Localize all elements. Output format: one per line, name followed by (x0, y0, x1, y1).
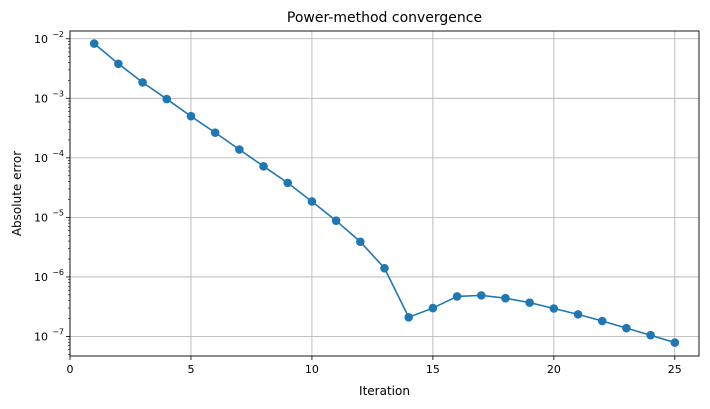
series-marker (331, 216, 341, 225)
chart-title: Power-method convergence (287, 10, 482, 26)
y-tick-label: 10 −2 (34, 30, 64, 46)
series-marker (186, 111, 196, 121)
series-marker (525, 298, 534, 307)
series-marker (356, 237, 365, 247)
y-axis-label: Absolute error (10, 151, 24, 236)
series-marker (307, 197, 317, 206)
series-marker (404, 312, 413, 322)
series-marker (573, 310, 583, 319)
series-marker (283, 178, 293, 188)
series-line (93, 42, 676, 344)
series-marker (428, 303, 438, 313)
axis-ticks (66, 38, 676, 360)
series-marker (259, 162, 268, 171)
series-marker (89, 39, 99, 48)
series-marker (549, 304, 559, 313)
plot-frame (69, 30, 700, 357)
series-marker (597, 316, 607, 326)
series-marker (646, 330, 655, 340)
series-marker (210, 128, 220, 137)
series-markers (89, 39, 680, 347)
grid-lines (69, 31, 699, 356)
x-tick-label: 25 (668, 363, 682, 376)
x-tick-label: 0 (67, 363, 74, 376)
series-marker (670, 338, 680, 347)
x-tick-label: 10 (305, 363, 319, 376)
y-tick-label: 10 −7 (34, 327, 64, 343)
y-tick-label: 10 −3 (34, 89, 64, 105)
y-tick-label: 10 −5 (34, 208, 64, 224)
series-marker (452, 292, 462, 301)
x-axis-label: Iteration (359, 384, 410, 398)
series-marker (622, 323, 631, 333)
series-marker (476, 291, 486, 300)
x-tick-label: 15 (426, 363, 440, 376)
series-marker (380, 263, 389, 273)
x-tick-label: 5 (187, 363, 194, 376)
series-marker (114, 59, 123, 69)
series-marker (162, 94, 172, 104)
y-tick-label: 10 −4 (34, 149, 64, 165)
series-marker (235, 145, 244, 154)
series-marker (501, 293, 510, 303)
y-tick-label: 10 −6 (34, 268, 64, 284)
series-marker (138, 78, 147, 87)
x-tick-label: 20 (547, 363, 561, 376)
